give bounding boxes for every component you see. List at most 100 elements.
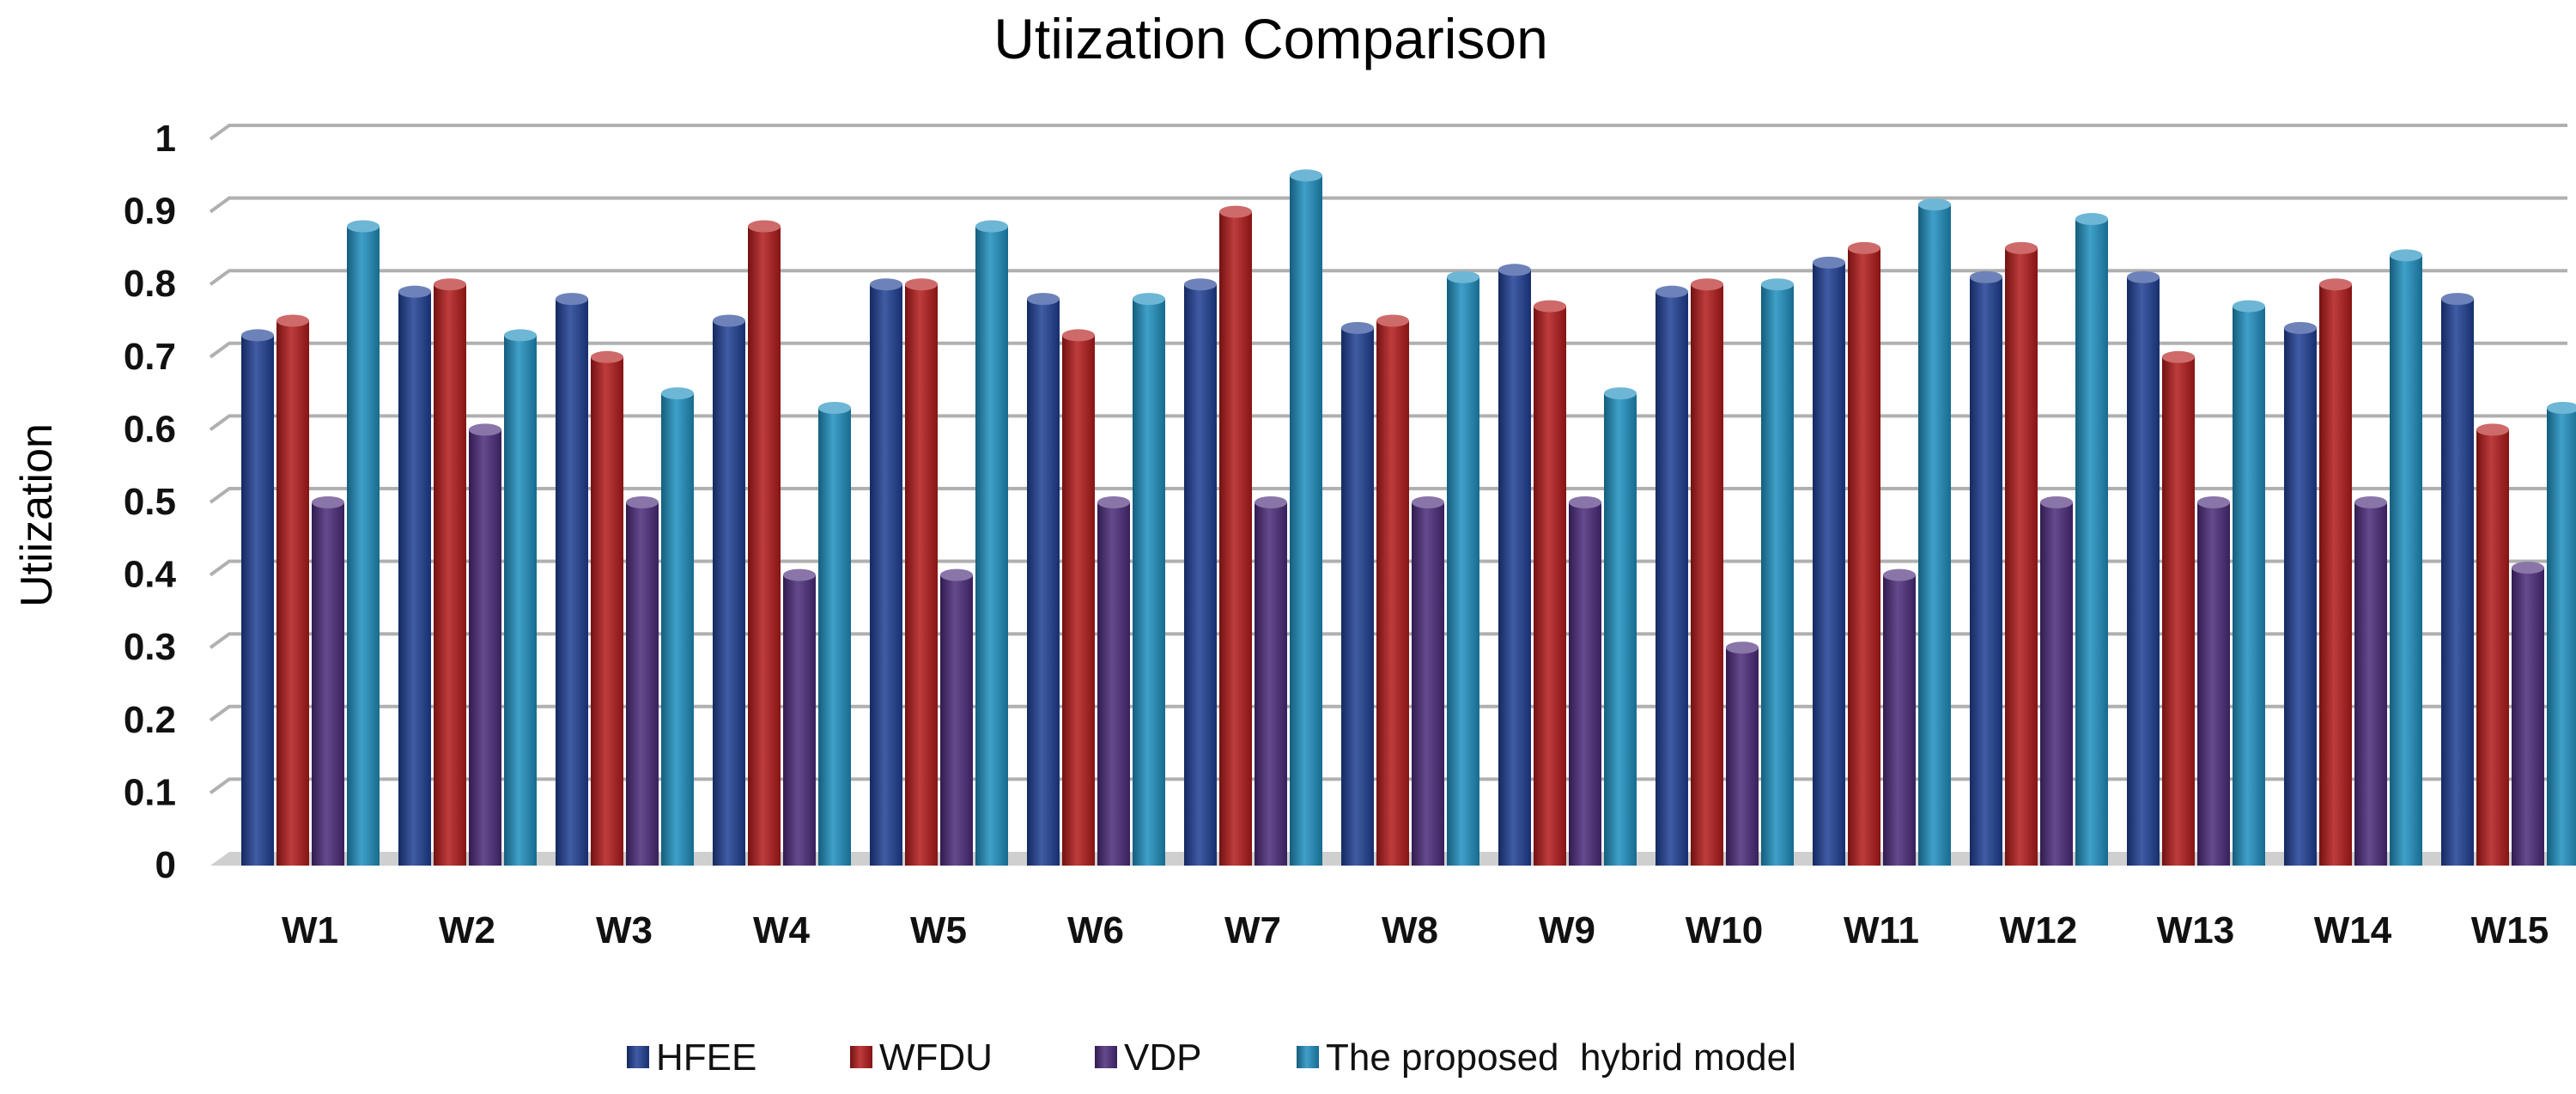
bar-w5-wfdu — [905, 278, 938, 866]
bar-w13-wfdu — [2162, 350, 2195, 866]
legend-item-hfee: HFEE — [627, 1036, 756, 1079]
bar-w1-vdp — [312, 496, 344, 866]
x-category-label: W11 — [1844, 909, 1919, 951]
x-category-label: W10 — [1686, 909, 1763, 951]
bar-w6-hfee — [1027, 293, 1060, 866]
x-category-label: W7 — [1224, 909, 1281, 951]
bar-w4-hfee — [713, 314, 745, 866]
x-category-label: W2 — [439, 909, 495, 951]
gridline — [209, 269, 2567, 286]
x-category-label: W3 — [596, 909, 653, 951]
y-tick-label: 0.7 — [124, 336, 176, 378]
bar-w2-the-proposed-hybrid-model — [504, 329, 537, 866]
y-tick-label: 0.3 — [124, 626, 176, 668]
bar-w3-hfee — [556, 293, 588, 866]
bar-w4-vdp — [783, 568, 816, 866]
legend-swatch — [1095, 1046, 1117, 1068]
x-axis-categories: W1 W2 W3 W4 W5 W6 W7 W8 W9 W10 W11 W12 W13 W14 W15 — [282, 909, 2549, 951]
y-tick-label: 0.1 — [124, 771, 176, 813]
bar-w13-the-proposed-hybrid-model — [2233, 300, 2265, 866]
x-category-label: W15 — [2471, 909, 2549, 951]
bar-w10-wfdu — [1691, 278, 1723, 866]
bar-w6-vdp — [1097, 496, 1130, 866]
bar-w12-wfdu — [2005, 241, 2038, 866]
y-tick-label: 0 — [155, 844, 176, 886]
bar-w7-vdp — [1255, 496, 1287, 866]
bar-w14-wfdu — [2319, 278, 2352, 866]
bar-w2-vdp — [469, 423, 501, 866]
bar-w5-the-proposed-hybrid-model — [975, 220, 1008, 866]
bar-w11-wfdu — [1848, 241, 1880, 866]
legend-label: VDP — [1124, 1036, 1201, 1079]
bar-w9-the-proposed-hybrid-model — [1604, 387, 1637, 866]
bar-w9-vdp — [1569, 496, 1601, 866]
chart-title: Utiization Comparison — [993, 7, 1548, 70]
bar-w15-the-proposed-hybrid-model — [2547, 402, 2576, 866]
bar-w9-hfee — [1498, 264, 1531, 866]
bar-w15-vdp — [2512, 562, 2544, 866]
y-tick-label: 0.6 — [124, 408, 176, 450]
bar-w3-the-proposed-hybrid-model — [661, 387, 694, 866]
bar-w12-vdp — [2040, 496, 2073, 866]
bar-w13-hfee — [2127, 270, 2160, 866]
y-tick-label: 0.4 — [124, 554, 177, 596]
legend-label: HFEE — [656, 1036, 756, 1079]
legend-item-the-proposed-hybrid-model: The proposed hybrid model — [1297, 1036, 1796, 1079]
bar-w13-vdp — [2197, 496, 2230, 866]
bar-w1-hfee — [241, 329, 274, 866]
x-category-label: W6 — [1067, 909, 1124, 951]
x-category-label: W12 — [2000, 909, 2077, 951]
x-category-label: W9 — [1539, 909, 1595, 951]
bar-w10-hfee — [1656, 285, 1688, 866]
legend: HFEE WFDU VDP The proposed hybrid model — [627, 1036, 1796, 1079]
bar-w9-wfdu — [1534, 300, 1566, 866]
x-category-label: W13 — [2157, 909, 2234, 951]
y-tick-label: 1 — [155, 118, 176, 160]
legend-swatch — [850, 1046, 872, 1068]
legend-item-wfdu: WFDU — [850, 1036, 993, 1079]
bar-w14-hfee — [2284, 321, 2317, 866]
y-tick-label: 0.5 — [124, 481, 176, 523]
x-category-label: W4 — [753, 909, 811, 951]
bar-w4-the-proposed-hybrid-model — [818, 402, 851, 866]
bar-w8-vdp — [1412, 496, 1444, 866]
bar-w6-wfdu — [1062, 329, 1095, 866]
bar-w12-hfee — [1970, 270, 2002, 866]
y-tick-label: 0.2 — [124, 699, 176, 741]
y-axis-ticks: 0 0.1 0.2 0.3 0.4 0.5 0.6 0.7 0.8 0.9 1 — [124, 118, 177, 886]
bar-w14-vdp — [2354, 496, 2387, 866]
bar-w7-the-proposed-hybrid-model — [1290, 169, 1322, 866]
legend-item-vdp: VDP — [1095, 1036, 1201, 1079]
y-axis-label: Utiization — [12, 423, 62, 607]
bar-w10-vdp — [1726, 641, 1759, 866]
bar-w5-hfee — [870, 278, 902, 866]
bar-w8-wfdu — [1376, 314, 1409, 866]
legend-swatch — [627, 1046, 649, 1068]
bar-w4-wfdu — [748, 220, 781, 866]
gridline — [209, 196, 2567, 214]
gridline — [209, 124, 2567, 141]
bar-w8-the-proposed-hybrid-model — [1447, 270, 1479, 866]
legend-label: The proposed hybrid model — [1326, 1036, 1796, 1079]
bar-w14-the-proposed-hybrid-model — [2390, 249, 2422, 866]
x-category-label: W14 — [2314, 909, 2392, 951]
y-tick-label: 0.8 — [124, 263, 176, 305]
bar-w3-vdp — [626, 496, 659, 866]
y-tick-label: 0.9 — [124, 191, 176, 233]
x-category-label: W8 — [1382, 909, 1438, 951]
bar-w10-the-proposed-hybrid-model — [1761, 278, 1794, 866]
bar-w2-hfee — [398, 285, 431, 866]
x-category-label: W1 — [282, 909, 338, 951]
bar-w1-the-proposed-hybrid-model — [347, 220, 380, 866]
x-category-label: W5 — [910, 909, 967, 951]
bar-w1-wfdu — [276, 314, 309, 866]
legend-label: WFDU — [879, 1036, 993, 1079]
bar-w7-wfdu — [1219, 205, 1252, 866]
bar-w7-hfee — [1184, 278, 1217, 866]
bar-w5-vdp — [940, 568, 973, 866]
bar-w3-wfdu — [591, 350, 623, 866]
bar-w11-vdp — [1883, 568, 1916, 866]
legend-swatch — [1297, 1046, 1319, 1068]
bar-w12-the-proposed-hybrid-model — [2075, 213, 2108, 866]
